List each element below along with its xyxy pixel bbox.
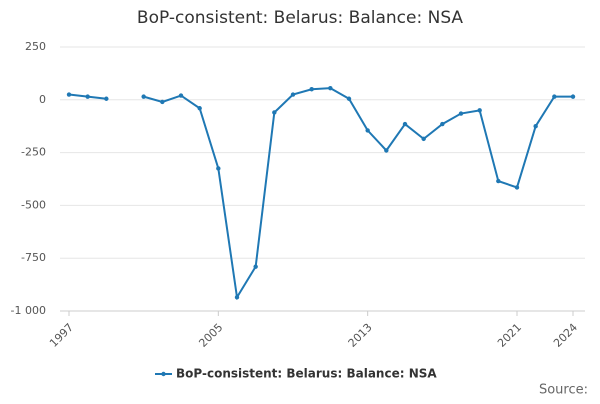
point xyxy=(421,136,426,142)
point xyxy=(552,94,557,99)
point xyxy=(253,264,258,269)
point xyxy=(440,121,445,127)
point xyxy=(514,185,520,190)
x-tick-label: 2013 xyxy=(346,321,375,350)
point xyxy=(160,99,165,105)
y-tick-label: -500 xyxy=(21,198,46,211)
point xyxy=(570,94,576,99)
point xyxy=(384,148,389,153)
source: Source: xyxy=(539,383,588,398)
point xyxy=(365,128,370,133)
point xyxy=(197,106,202,111)
point xyxy=(328,85,333,91)
y-tick-label: -250 xyxy=(21,146,46,159)
y-tick-label: -1 000 xyxy=(11,304,46,317)
x-tick-label: 2024 xyxy=(551,321,580,350)
legend-label: BoP-consistent: Belarus: Balance: NSA xyxy=(176,367,437,381)
point xyxy=(533,124,538,129)
point xyxy=(104,96,109,101)
x-tick-label: 1997 xyxy=(47,321,76,350)
chart-title: BoP-consistent: Belarus: Balance: NSA xyxy=(137,8,464,28)
series-line xyxy=(68,87,573,301)
y-tick-label: 0 xyxy=(39,93,46,106)
point xyxy=(346,96,352,101)
point xyxy=(178,93,184,98)
point xyxy=(477,108,482,113)
point xyxy=(402,121,408,127)
y-tick-label: 250 xyxy=(25,40,46,53)
point xyxy=(290,92,296,97)
point xyxy=(272,110,277,115)
y-tick-label: -750 xyxy=(21,251,46,264)
legend-marker xyxy=(161,371,166,377)
point xyxy=(85,94,90,99)
point xyxy=(496,178,501,184)
point xyxy=(309,87,314,92)
point xyxy=(141,94,146,99)
x-tick-label: 2005 xyxy=(196,321,225,350)
point xyxy=(234,295,240,300)
point xyxy=(216,166,221,171)
point xyxy=(66,92,72,97)
x-tick-label: 2021 xyxy=(495,321,524,350)
point xyxy=(458,111,464,116)
